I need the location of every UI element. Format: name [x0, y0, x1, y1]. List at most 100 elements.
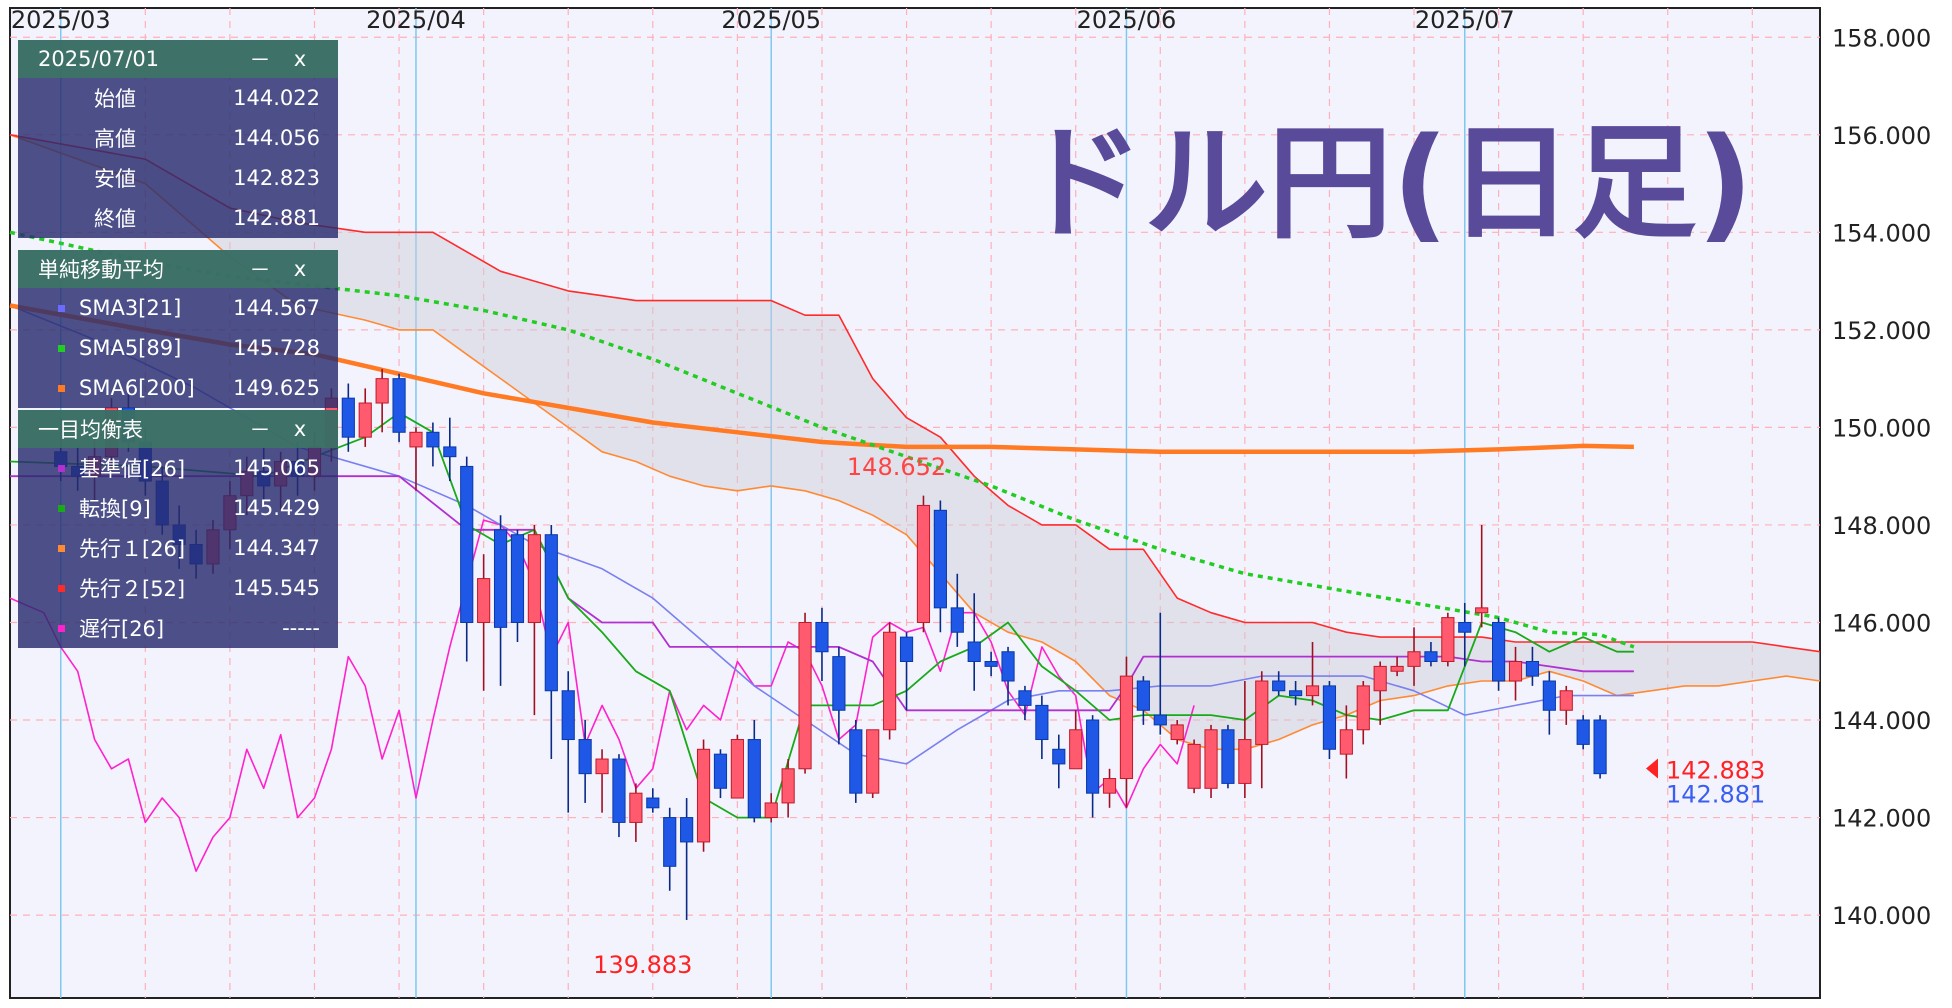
candle-down	[646, 797, 660, 809]
candle-up	[1238, 739, 1252, 784]
sma-minimize-button[interactable]: －	[249, 258, 271, 282]
candle-up	[1407, 651, 1421, 667]
sma6-swatch	[58, 384, 65, 392]
extreme-price-label: 148.652	[847, 453, 946, 481]
month-label: 2025/07	[1415, 6, 1515, 34]
ohlc-row-open: 始値 144.022	[18, 78, 338, 118]
sma3-swatch	[58, 304, 65, 312]
last-price-label: 142.881	[1666, 780, 1765, 808]
month-label: 2025/05	[721, 6, 821, 34]
candle-up	[1373, 665, 1387, 692]
candle-down	[1035, 704, 1049, 741]
month-label: 2025/06	[1077, 6, 1177, 34]
sma5-value: 145.728	[233, 336, 320, 360]
ichimoku-close-button[interactable]: x	[293, 417, 307, 441]
senkou2-line	[9, 134, 1821, 653]
extreme-price-label: 139.883	[593, 951, 692, 979]
candle-up	[1305, 685, 1320, 697]
ohlc-high-value: 144.056	[233, 126, 320, 150]
senkou1-swatch	[58, 544, 65, 552]
candle-down	[443, 446, 457, 458]
month-label: 2025/04	[366, 6, 466, 34]
ohlc-date: 2025/07/01	[38, 47, 160, 71]
ohlc-row-high: 高値 144.056	[18, 118, 338, 158]
senkou1-label: 先行１[26]	[79, 537, 186, 561]
ohlc-open-value: 144.022	[233, 86, 320, 110]
sma-row-sma3: SMA3[21] 144.567	[18, 288, 338, 328]
ichimoku-minimize-button[interactable]: －	[249, 418, 271, 442]
sma3-line	[9, 304, 1634, 765]
candle-up	[730, 739, 744, 799]
last-price-label: 142.883	[1666, 756, 1765, 784]
candle-down	[578, 739, 592, 775]
sma-close-button[interactable]: x	[293, 257, 307, 281]
ichimoku-cloud	[10, 134, 1820, 750]
candle-up	[409, 431, 423, 448]
candle-down	[984, 660, 998, 667]
sma-panel-title: 単純移動平均	[38, 258, 164, 282]
candle-down	[561, 690, 575, 741]
tenkan-swatch	[58, 504, 65, 512]
candle-up	[1187, 743, 1201, 789]
candle-down	[426, 431, 440, 448]
senkou2-label: 先行２[52]	[79, 577, 186, 601]
month-label: 2025/03	[11, 6, 111, 34]
candle-down	[849, 729, 863, 794]
ohlc-close-value: 142.881	[233, 206, 320, 230]
chart-title: ドル円(日足)	[1020, 112, 1753, 256]
ohlc-close-button[interactable]: x	[293, 47, 307, 71]
candle-up	[629, 792, 643, 823]
price-tick-label: 154.000	[1832, 219, 1931, 247]
ichimoku-row-chikou: 遅行[26] -----	[18, 608, 338, 648]
candle-up	[375, 378, 389, 404]
senkou1-line	[9, 134, 1821, 751]
candle-up	[1119, 675, 1134, 780]
candle-down	[1289, 690, 1303, 697]
sma3-value: 144.567	[233, 296, 320, 320]
ohlc-panel: 2025/07/01 － x 始値 144.022 高値 144.056 安値 …	[18, 40, 338, 238]
candle-down	[1576, 719, 1590, 745]
candle-up	[696, 748, 711, 843]
price-tick-label: 156.000	[1832, 122, 1931, 150]
ohlc-panel-header: 2025/07/01 － x	[18, 40, 338, 78]
sma-row-sma6: SMA6[200] 149.625	[18, 368, 338, 408]
sma6-label: SMA6[200]	[79, 376, 195, 400]
candle-up	[1508, 660, 1523, 682]
sma5-swatch	[58, 344, 65, 352]
candle-up	[883, 631, 897, 731]
senkou2-value: 145.545	[233, 576, 320, 600]
candle-up	[798, 621, 812, 770]
ohlc-minimize-button[interactable]: －	[249, 48, 271, 72]
candle-up	[1339, 729, 1353, 755]
price-tick-label: 150.000	[1832, 414, 1931, 442]
candle-up	[1255, 680, 1269, 745]
candle-down	[713, 753, 728, 789]
month-axis: 2025/03 2025/04 2025/05 2025/06 2025/07	[11, 6, 1515, 998]
kijun-label: 基準値[26]	[79, 457, 186, 481]
price-tick-label: 142.000	[1832, 805, 1931, 833]
candle-down	[933, 509, 947, 609]
candle-down	[1272, 680, 1286, 692]
candle-up	[477, 578, 491, 623]
ohlc-low-value: 142.823	[233, 166, 320, 190]
candle-up	[1356, 685, 1370, 731]
candle-down	[1001, 651, 1015, 682]
tenkan-label: 転換[9]	[79, 497, 151, 521]
candle-down	[950, 607, 964, 633]
candle-down	[1086, 719, 1100, 794]
price-tick-label: 140.000	[1832, 902, 1931, 930]
candle-down	[1458, 621, 1472, 633]
candle-down	[460, 465, 474, 623]
ohlc-row-low: 安値 142.823	[18, 158, 338, 198]
sma6-value: 149.625	[233, 376, 320, 400]
price-tick-label: 158.000	[1832, 24, 1931, 52]
candle-down	[1322, 685, 1337, 750]
candle-up	[1204, 729, 1218, 789]
ichimoku-panel-header: 一目均衡表 － x	[18, 410, 338, 448]
candle-down	[341, 397, 355, 438]
ichimoku-row-senkou1: 先行１[26] 144.347	[18, 528, 338, 568]
candle-up	[1390, 665, 1404, 672]
senkou2-swatch	[58, 584, 65, 592]
candle-down	[680, 817, 694, 843]
